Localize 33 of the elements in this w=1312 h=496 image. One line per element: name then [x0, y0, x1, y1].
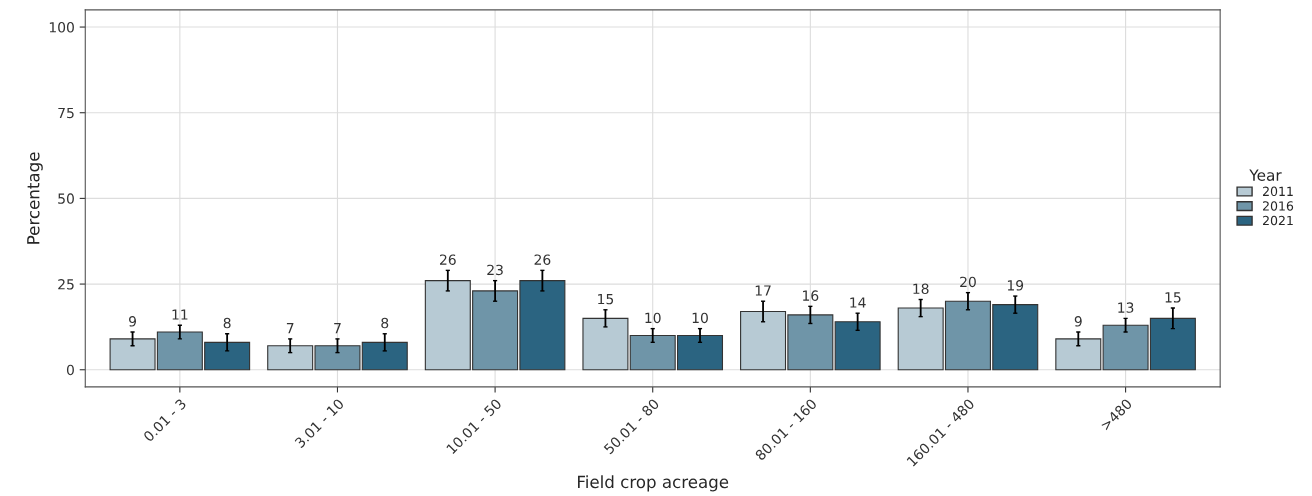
data-label: 17	[755, 285, 771, 296]
data-label: 15	[1165, 292, 1181, 303]
y-tick-label: 25	[58, 279, 74, 290]
data-label: 13	[1118, 302, 1134, 313]
y-tick-label: 100	[49, 22, 74, 33]
legend-label: 2016	[1263, 201, 1294, 211]
data-label: 23	[487, 264, 503, 276]
data-label: 8	[223, 317, 231, 329]
data-label: 26	[439, 254, 456, 265]
legend-title: Year	[1249, 169, 1282, 181]
data-label: 10	[692, 312, 708, 324]
data-label: 11	[172, 309, 188, 320]
y-axis-title: Percentage	[27, 152, 43, 244]
y-tick-label: 50	[58, 193, 74, 204]
x-axis-title: Field crop acreage	[578, 475, 729, 492]
data-label: 15	[598, 293, 614, 305]
data-label: 18	[913, 283, 929, 295]
data-label: 7	[286, 323, 294, 334]
y-tick-label: 75	[58, 107, 74, 119]
data-label: 9	[129, 316, 137, 327]
data-label: 14	[850, 297, 866, 308]
data-label: 26	[534, 254, 551, 265]
data-label: 19	[1007, 280, 1024, 291]
y-tick-label: 0	[66, 364, 74, 376]
data-label: 7	[334, 323, 341, 334]
legend-label: 2021	[1263, 215, 1293, 226]
bar	[834, 321, 881, 371]
legend-label: 2011	[1263, 186, 1293, 197]
data-label: 20	[960, 276, 976, 288]
data-label: 10	[645, 312, 661, 324]
data-label: 8	[381, 317, 389, 329]
data-label: 9	[1074, 316, 1082, 327]
data-label: 16	[803, 290, 819, 301]
